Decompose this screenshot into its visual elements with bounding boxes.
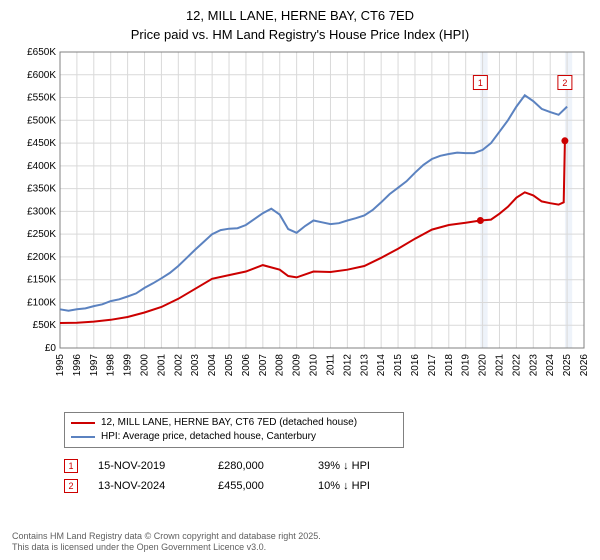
y-tick-label: £0 — [45, 343, 57, 354]
sale-price: £280,000 — [218, 460, 298, 472]
chart-area: £0 £50K £100K £150K £200K £250K £300K £350K £400… — [12, 48, 588, 408]
x-tick-label: 2013 — [359, 353, 370, 376]
y-tick-label: £150K — [27, 275, 56, 286]
x-tick-label: 2016 — [410, 353, 421, 376]
y-tick-label: £250K — [27, 229, 56, 240]
x-tick-label: 2008 — [275, 353, 286, 376]
x-tick-label: 1997 — [89, 353, 100, 376]
y-tick-label: £350K — [27, 184, 56, 195]
x-tick-label: 2006 — [241, 353, 252, 376]
x-tick-label: 1996 — [72, 353, 83, 376]
y-tick-label: £600K — [27, 70, 56, 81]
sale-marker-number: 1 — [478, 78, 483, 88]
x-tick-label: 2012 — [342, 353, 353, 376]
x-tick-label: 2000 — [140, 353, 151, 376]
legend-row: HPI: Average price, detached house, Cant… — [71, 430, 397, 444]
x-tick-label: 1998 — [106, 353, 117, 376]
chart-title-line1: 12, MILL LANE, HERNE BAY, CT6 7ED — [12, 8, 588, 25]
sale-marker-dot — [477, 217, 484, 224]
y-tick-label: £200K — [27, 252, 56, 263]
footer-line1: Contains HM Land Registry data © Crown c… — [12, 531, 321, 543]
sale-price: £455,000 — [218, 480, 298, 492]
y-tick-label: £300K — [27, 206, 56, 217]
x-tick-label: 2026 — [579, 353, 588, 376]
sale-hpi-diff: 39% ↓ HPI — [318, 460, 418, 472]
x-tick-label: 2005 — [224, 353, 235, 376]
y-tick-label: £650K — [27, 48, 56, 58]
sale-number-badge: 2 — [64, 479, 78, 493]
y-tick-label: £450K — [27, 138, 56, 149]
x-tick-label: 2017 — [427, 353, 438, 376]
x-tick-label: 2007 — [258, 353, 269, 376]
legend-swatch — [71, 436, 95, 438]
series-price_paid — [60, 141, 565, 323]
x-tick-label: 2009 — [292, 353, 303, 376]
x-tick-label: 2018 — [444, 353, 455, 376]
x-tick-label: 2022 — [511, 353, 522, 376]
line-chart-svg: £0 £50K £100K £150K £200K £250K £300K £350K £400… — [12, 48, 588, 408]
y-tick-label: £400K — [27, 161, 56, 172]
x-tick-label: 2010 — [309, 353, 320, 376]
chart-title-line2: Price paid vs. HM Land Registry's House … — [12, 27, 588, 42]
legend-swatch — [71, 422, 95, 424]
x-tick-label: 1995 — [55, 353, 66, 376]
legend-label: 12, MILL LANE, HERNE BAY, CT6 7ED (detac… — [101, 417, 357, 428]
sales-row: 1 15-NOV-2019 £280,000 39% ↓ HPI — [64, 456, 588, 476]
x-tick-label: 2015 — [393, 353, 404, 376]
x-tick-label: 2019 — [461, 353, 472, 376]
sale-date: 13-NOV-2024 — [98, 480, 198, 492]
legend: 12, MILL LANE, HERNE BAY, CT6 7ED (detac… — [64, 412, 404, 448]
sales-row: 2 13-NOV-2024 £455,000 10% ↓ HPI — [64, 476, 588, 496]
x-tick-label: 2003 — [190, 353, 201, 376]
y-tick-label: £100K — [27, 297, 56, 308]
x-tick-label: 2023 — [528, 353, 539, 376]
footer-attribution: Contains HM Land Registry data © Crown c… — [12, 531, 321, 554]
x-tick-label: 2014 — [376, 353, 387, 376]
sales-table: 1 15-NOV-2019 £280,000 39% ↓ HPI 2 13-NOV-202… — [64, 456, 588, 496]
x-tick-label: 2021 — [494, 353, 505, 376]
x-tick-label: 2002 — [173, 353, 184, 376]
y-tick-label: £500K — [27, 115, 56, 126]
sale-marker-dot — [561, 137, 568, 144]
sale-date: 15-NOV-2019 — [98, 460, 198, 472]
sale-marker-number: 2 — [562, 78, 567, 88]
x-tick-label: 2004 — [207, 353, 218, 376]
x-tick-label: 2024 — [545, 353, 556, 376]
sale-hpi-diff: 10% ↓ HPI — [318, 480, 418, 492]
sale-number-badge: 1 — [64, 459, 78, 473]
y-tick-label: £550K — [27, 92, 56, 103]
x-tick-label: 2020 — [478, 353, 489, 376]
legend-row: 12, MILL LANE, HERNE BAY, CT6 7ED (detac… — [71, 416, 397, 430]
footer-line2: This data is licensed under the Open Gov… — [12, 542, 321, 554]
x-tick-label: 1999 — [123, 353, 134, 376]
x-tick-label: 2011 — [325, 353, 336, 375]
x-tick-label: 2025 — [562, 353, 573, 376]
y-tick-label: £50K — [33, 320, 57, 331]
legend-label: HPI: Average price, detached house, Cant… — [101, 431, 316, 442]
x-tick-label: 2001 — [156, 353, 167, 376]
